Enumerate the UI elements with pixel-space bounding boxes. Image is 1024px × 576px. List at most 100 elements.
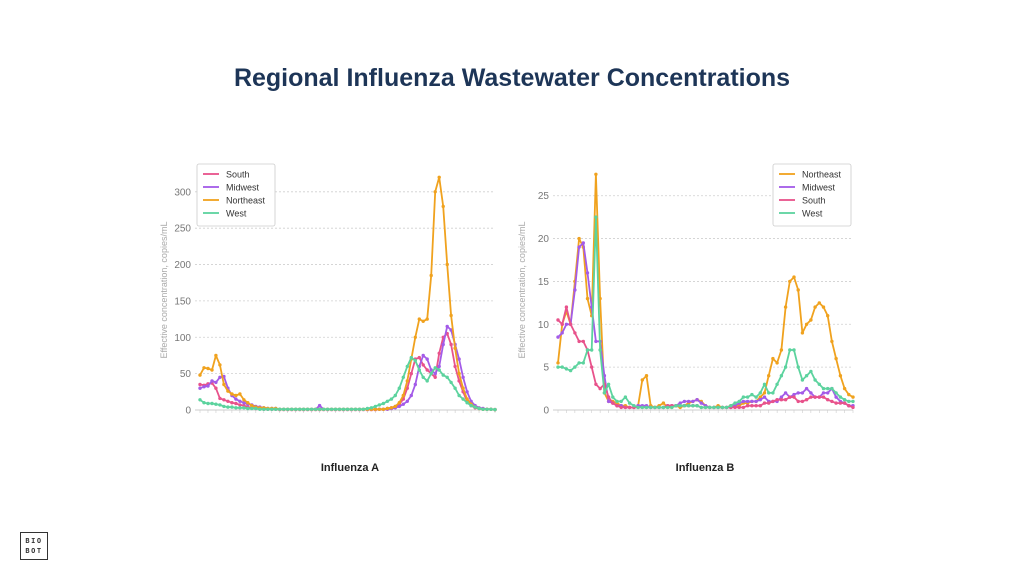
legend-label: South bbox=[226, 170, 250, 180]
series-west bbox=[556, 215, 855, 410]
data-point bbox=[274, 407, 278, 411]
data-point bbox=[573, 331, 577, 335]
data-point bbox=[250, 403, 254, 408]
data-point bbox=[611, 401, 615, 405]
data-point bbox=[413, 382, 417, 387]
data-point bbox=[206, 366, 210, 371]
data-point bbox=[278, 407, 282, 411]
data-point bbox=[198, 398, 202, 402]
data-point bbox=[405, 364, 409, 369]
data-point bbox=[838, 374, 843, 378]
data-point bbox=[830, 339, 834, 344]
y-tick-label: 20 bbox=[538, 234, 550, 245]
y-tick-label: 15 bbox=[538, 277, 550, 288]
legend-label: West bbox=[226, 209, 247, 219]
y-tick-label: 0 bbox=[543, 406, 549, 417]
data-point bbox=[851, 405, 855, 410]
data-point bbox=[309, 407, 314, 411]
data-point bbox=[826, 391, 830, 395]
data-point bbox=[598, 348, 602, 352]
data-point bbox=[564, 322, 569, 326]
data-point bbox=[661, 401, 666, 405]
data-point bbox=[377, 407, 382, 411]
data-point bbox=[298, 407, 302, 411]
data-point bbox=[800, 391, 805, 395]
data-point bbox=[210, 368, 214, 372]
data-point bbox=[401, 393, 405, 398]
data-point bbox=[758, 404, 762, 408]
data-point bbox=[230, 392, 234, 396]
data-point bbox=[377, 403, 382, 407]
data-point bbox=[585, 348, 590, 352]
data-point bbox=[481, 407, 485, 411]
data-point bbox=[425, 368, 429, 372]
data-point bbox=[556, 365, 560, 369]
series-west bbox=[198, 355, 497, 412]
data-point bbox=[433, 366, 437, 370]
data-point bbox=[385, 406, 390, 411]
data-point bbox=[441, 204, 445, 209]
data-point bbox=[230, 405, 234, 409]
y-tick-label: 250 bbox=[174, 224, 191, 235]
data-point bbox=[750, 399, 754, 404]
data-point bbox=[465, 397, 469, 401]
data-point bbox=[783, 398, 788, 402]
y-tick-label: 50 bbox=[180, 369, 192, 380]
data-point bbox=[619, 405, 623, 410]
data-point bbox=[577, 339, 581, 344]
data-point bbox=[699, 401, 703, 405]
data-point bbox=[405, 379, 409, 383]
data-point bbox=[373, 407, 378, 411]
data-point bbox=[788, 348, 792, 352]
data-point bbox=[317, 407, 322, 411]
data-point bbox=[218, 396, 222, 401]
data-point bbox=[477, 406, 481, 411]
data-point bbox=[796, 391, 800, 395]
data-point bbox=[602, 391, 607, 395]
data-point bbox=[653, 405, 657, 410]
data-point bbox=[409, 355, 413, 360]
data-point bbox=[441, 373, 445, 377]
data-point bbox=[234, 397, 238, 401]
data-point bbox=[425, 317, 429, 321]
data-point bbox=[369, 406, 374, 410]
data-point bbox=[729, 404, 733, 408]
data-point bbox=[842, 398, 847, 402]
data-point bbox=[433, 375, 437, 379]
data-point bbox=[724, 405, 729, 410]
data-point bbox=[834, 401, 838, 405]
data-point bbox=[234, 401, 238, 406]
legend-label: Midwest bbox=[226, 183, 260, 193]
data-point bbox=[577, 236, 581, 241]
data-point bbox=[804, 322, 809, 326]
data-point bbox=[800, 378, 805, 382]
series-line bbox=[557, 242, 853, 409]
data-point bbox=[449, 342, 453, 347]
data-point bbox=[365, 406, 370, 411]
data-point bbox=[238, 403, 242, 407]
data-point bbox=[733, 401, 737, 405]
data-point bbox=[792, 392, 796, 397]
data-point bbox=[210, 379, 214, 383]
data-point bbox=[222, 404, 226, 409]
data-point bbox=[699, 405, 703, 410]
data-point bbox=[686, 399, 691, 404]
data-point bbox=[437, 175, 441, 179]
data-point bbox=[449, 313, 453, 318]
data-point bbox=[796, 365, 800, 369]
data-point bbox=[640, 378, 644, 382]
data-point bbox=[826, 398, 830, 402]
data-point bbox=[665, 405, 670, 410]
data-point bbox=[222, 398, 226, 402]
data-point bbox=[242, 406, 246, 410]
data-point bbox=[788, 279, 792, 284]
data-point bbox=[445, 375, 449, 379]
y-axis-label: Effective concentration, copies/mL bbox=[159, 222, 169, 359]
data-point bbox=[493, 407, 497, 412]
data-point bbox=[762, 391, 767, 395]
data-point bbox=[198, 373, 202, 377]
data-point bbox=[767, 401, 771, 405]
data-point bbox=[226, 399, 230, 403]
data-point bbox=[461, 397, 465, 401]
data-point bbox=[783, 305, 788, 309]
